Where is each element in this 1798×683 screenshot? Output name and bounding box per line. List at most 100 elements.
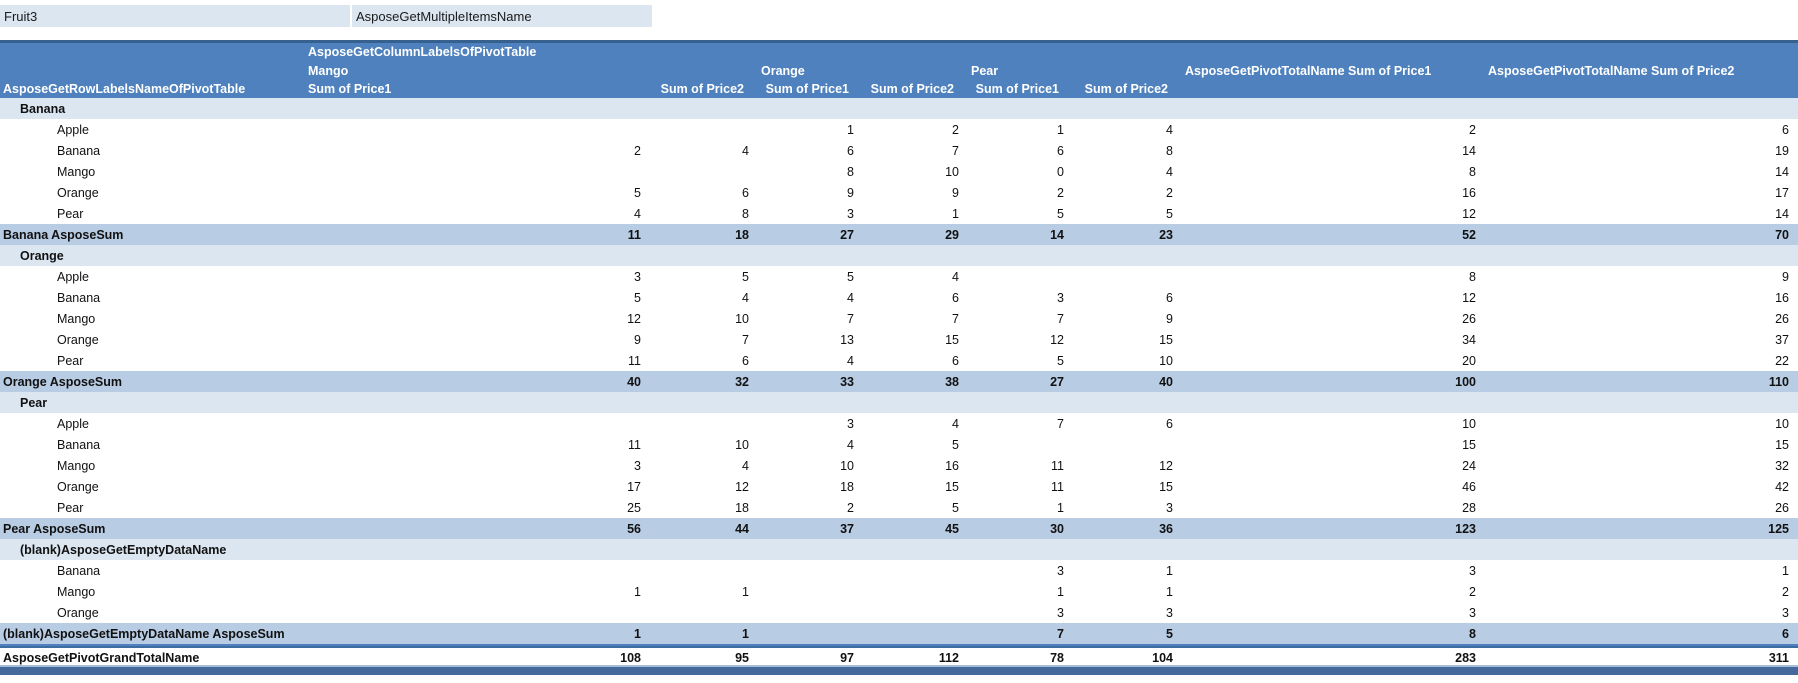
value-cell[interactable]: 10 [1462,416,1476,431]
value-cell[interactable]: 10 [735,311,749,326]
row-label-cell[interactable]: AsposeGetPivotGrandTotalName [3,650,200,665]
value-cell[interactable]: 10 [735,437,749,452]
row-labels-title-cell[interactable]: AsposeGetRowLabelsNameOfPivotTable [3,82,246,96]
value-cell[interactable]: 12 [1050,332,1064,347]
value-cell[interactable]: 37 [840,521,854,536]
value-cell[interactable]: 12 [1159,458,1173,473]
value-cell[interactable] [1073,266,1182,287]
value-cell[interactable]: 2 [1782,584,1789,599]
row-label-cell[interactable]: Mango [57,458,96,473]
value-cell[interactable]: 7 [742,332,749,347]
value-cell[interactable]: 1 [952,206,959,221]
row-label-cell[interactable]: Pear [20,395,48,410]
value-cell[interactable]: 23 [1159,227,1173,242]
value-cell[interactable] [863,560,968,581]
value-cell[interactable] [863,245,968,266]
row-label-cell[interactable]: Mango [57,311,96,326]
value-cell[interactable]: 8 [742,206,749,221]
value-cell[interactable] [650,539,758,560]
value-cell[interactable]: 2 [1469,122,1476,137]
value-cell[interactable]: 100 [1455,374,1476,389]
value-cell[interactable] [1485,392,1798,413]
value-cell[interactable] [1485,98,1798,119]
value-cell[interactable]: 283 [1455,650,1476,665]
value-cell[interactable]: 16 [945,458,959,473]
value-cell[interactable]: 5 [634,290,641,305]
value-cell[interactable]: 6 [1782,626,1789,641]
value-cell[interactable]: 6 [1166,290,1173,305]
value-cell[interactable]: 2 [1057,185,1064,200]
value-cell[interactable]: 3 [1469,563,1476,578]
value-cell[interactable]: 2 [952,122,959,137]
value-cell[interactable] [650,602,758,623]
value-cell[interactable]: 4 [952,416,959,431]
filter-field-cell[interactable]: Fruit3 [0,5,350,27]
column-group-mango[interactable]: Mango [308,63,349,78]
value-cell[interactable]: 10 [840,458,854,473]
value-cell[interactable]: 7 [952,143,959,158]
value-cell[interactable]: 6 [742,185,749,200]
value-cell[interactable] [863,581,968,602]
value-cell[interactable]: 1 [1782,563,1789,578]
value-cell[interactable]: 18 [840,479,854,494]
value-cell[interactable] [305,413,650,434]
value-cell[interactable]: 1 [1166,563,1173,578]
value-cell[interactable]: 3 [1057,563,1064,578]
value-cell[interactable] [1182,539,1485,560]
value-cell[interactable]: 15 [1775,437,1789,452]
measure-orange-price1[interactable]: Sum of Price1 [765,82,849,96]
value-cell[interactable] [968,392,1073,413]
row-label-cell[interactable]: Apple [57,122,89,137]
value-cell[interactable]: 15 [1462,437,1476,452]
value-cell[interactable]: 26 [1775,500,1789,515]
value-cell[interactable]: 6 [1782,122,1789,137]
measure-pear-price2[interactable]: Sum of Price2 [1084,82,1168,96]
value-cell[interactable] [968,245,1073,266]
value-cell[interactable] [758,560,863,581]
value-cell[interactable]: 14 [1462,143,1476,158]
value-cell[interactable] [863,98,968,119]
value-cell[interactable]: 3 [1166,605,1173,620]
value-cell[interactable]: 95 [735,650,749,665]
value-cell[interactable]: 5 [952,500,959,515]
value-cell[interactable]: 112 [938,650,959,665]
value-cell[interactable]: 110 [1768,374,1789,389]
value-cell[interactable]: 45 [945,521,959,536]
value-cell[interactable]: 3 [847,416,854,431]
value-cell[interactable]: 10 [1775,416,1789,431]
pivot-total-price2-header[interactable]: AsposeGetPivotTotalName Sum of Price2 [1488,63,1735,78]
row-label-cell[interactable]: Pear [57,353,84,368]
value-cell[interactable]: 78 [1050,650,1064,665]
value-cell[interactable]: 15 [1159,332,1173,347]
value-cell[interactable]: 9 [952,185,959,200]
row-label-cell[interactable]: Apple [57,416,89,431]
value-cell[interactable] [1182,245,1485,266]
value-cell[interactable]: 22 [1775,353,1789,368]
value-cell[interactable]: 5 [952,437,959,452]
value-cell[interactable]: 3 [1469,605,1476,620]
value-cell[interactable] [305,392,650,413]
value-cell[interactable]: 18 [735,500,749,515]
value-cell[interactable] [650,560,758,581]
value-cell[interactable] [968,434,1073,455]
row-label-cell[interactable]: Pear [57,206,84,221]
value-cell[interactable]: 36 [1159,521,1173,536]
value-cell[interactable]: 17 [627,479,641,494]
value-cell[interactable]: 1 [634,626,641,641]
value-cell[interactable]: 26 [1775,311,1789,326]
value-cell[interactable] [650,98,758,119]
value-cell[interactable] [650,392,758,413]
value-cell[interactable]: 1 [1057,500,1064,515]
value-cell[interactable]: 8 [1469,626,1476,641]
value-cell[interactable]: 3 [1057,290,1064,305]
value-cell[interactable]: 11 [628,437,641,452]
value-cell[interactable] [968,266,1073,287]
row-label-cell[interactable]: Orange [20,248,64,263]
row-label-cell[interactable]: Mango [57,584,96,599]
value-cell[interactable]: 13 [840,332,854,347]
value-cell[interactable]: 27 [1050,374,1064,389]
value-cell[interactable]: 4 [1166,122,1173,137]
value-cell[interactable]: 42 [1775,479,1789,494]
value-cell[interactable]: 12 [1462,290,1476,305]
value-cell[interactable] [758,623,863,644]
